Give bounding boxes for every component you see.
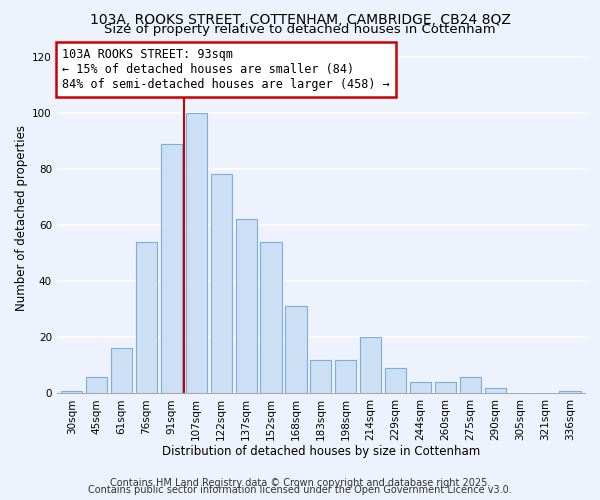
- Bar: [435, 382, 456, 394]
- Bar: [559, 390, 581, 394]
- Bar: [211, 174, 232, 394]
- Bar: [310, 360, 331, 394]
- Bar: [86, 376, 107, 394]
- X-axis label: Distribution of detached houses by size in Cottenham: Distribution of detached houses by size …: [162, 444, 480, 458]
- Bar: [360, 337, 382, 394]
- Bar: [136, 242, 157, 394]
- Bar: [335, 360, 356, 394]
- Bar: [410, 382, 431, 394]
- Text: Contains HM Land Registry data © Crown copyright and database right 2025.: Contains HM Land Registry data © Crown c…: [110, 478, 490, 488]
- Text: 103A, ROOKS STREET, COTTENHAM, CAMBRIDGE, CB24 8QZ: 103A, ROOKS STREET, COTTENHAM, CAMBRIDGE…: [89, 12, 511, 26]
- Bar: [485, 388, 506, 394]
- Bar: [460, 376, 481, 394]
- Text: 103A ROOKS STREET: 93sqm
← 15% of detached houses are smaller (84)
84% of semi-d: 103A ROOKS STREET: 93sqm ← 15% of detach…: [62, 48, 390, 91]
- Bar: [260, 242, 281, 394]
- Y-axis label: Number of detached properties: Number of detached properties: [15, 125, 28, 311]
- Bar: [236, 220, 257, 394]
- Text: Size of property relative to detached houses in Cottenham: Size of property relative to detached ho…: [104, 22, 496, 36]
- Bar: [111, 348, 132, 394]
- Bar: [286, 306, 307, 394]
- Bar: [186, 112, 207, 394]
- Bar: [161, 144, 182, 394]
- Bar: [385, 368, 406, 394]
- Bar: [61, 390, 82, 394]
- Text: Contains public sector information licensed under the Open Government Licence v3: Contains public sector information licen…: [88, 485, 512, 495]
